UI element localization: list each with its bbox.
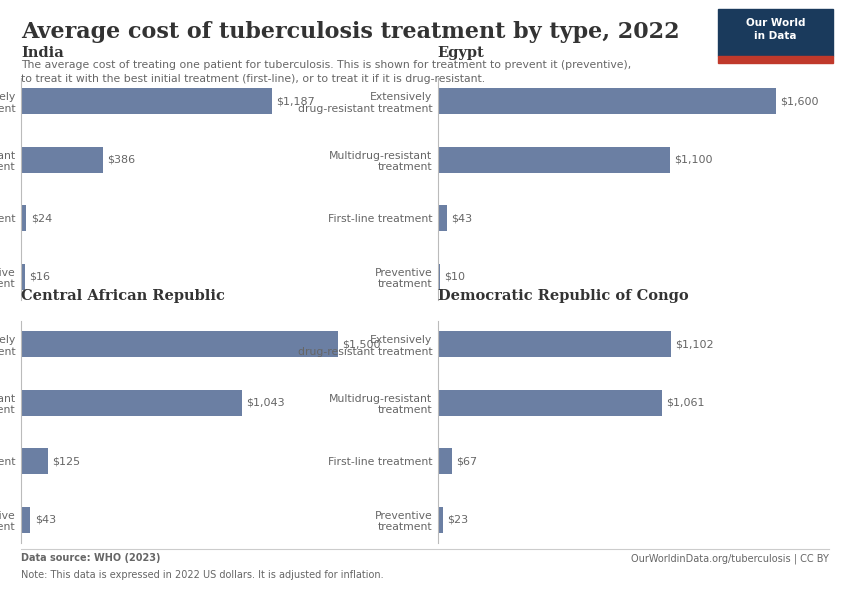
Bar: [21, 146, 103, 173]
Text: $43: $43: [451, 213, 473, 223]
Text: $24: $24: [31, 213, 52, 223]
Bar: [21, 389, 241, 416]
Bar: [438, 88, 776, 115]
Text: $23: $23: [447, 515, 468, 525]
Bar: [21, 263, 25, 290]
Text: $125: $125: [52, 456, 80, 466]
Text: Note: This data is expressed in 2022 US dollars. It is adjusted for inflation.: Note: This data is expressed in 2022 US …: [21, 570, 384, 580]
Text: Egypt: Egypt: [438, 46, 484, 60]
Text: $1,102: $1,102: [675, 339, 714, 349]
Bar: [438, 331, 671, 358]
Bar: [438, 263, 439, 290]
Text: $1,600: $1,600: [780, 96, 819, 106]
Text: $1,500: $1,500: [343, 339, 381, 349]
Bar: [718, 56, 833, 63]
Text: $67: $67: [456, 456, 478, 466]
Text: $16: $16: [29, 272, 50, 282]
Bar: [438, 146, 670, 173]
Bar: [438, 506, 443, 533]
Bar: [21, 506, 31, 533]
Bar: [21, 331, 338, 358]
Bar: [21, 88, 272, 115]
Text: Data source: WHO (2023): Data source: WHO (2023): [21, 553, 161, 563]
Text: $1,100: $1,100: [675, 155, 713, 165]
Text: Average cost of tuberculosis treatment by type, 2022: Average cost of tuberculosis treatment b…: [21, 21, 680, 43]
Text: $1,043: $1,043: [246, 398, 285, 408]
Text: OurWorldinData.org/tuberculosis | CC BY: OurWorldinData.org/tuberculosis | CC BY: [631, 553, 829, 564]
Text: Our World
in Data: Our World in Data: [746, 19, 805, 41]
Bar: [21, 205, 26, 232]
Text: Central African Republic: Central African Republic: [21, 289, 225, 303]
Text: India: India: [21, 46, 64, 60]
Bar: [718, 9, 833, 56]
Text: Democratic Republic of Congo: Democratic Republic of Congo: [438, 289, 688, 303]
Text: $1,061: $1,061: [666, 398, 705, 408]
Text: The average cost of treating one patient for tuberculosis. This is shown for tre: The average cost of treating one patient…: [21, 60, 632, 84]
Text: $43: $43: [35, 515, 56, 525]
Text: $10: $10: [445, 272, 465, 282]
Bar: [438, 205, 447, 232]
Text: $386: $386: [107, 155, 135, 165]
Bar: [438, 389, 662, 416]
Text: $1,187: $1,187: [276, 96, 315, 106]
Bar: [21, 448, 48, 475]
Bar: [438, 448, 452, 475]
